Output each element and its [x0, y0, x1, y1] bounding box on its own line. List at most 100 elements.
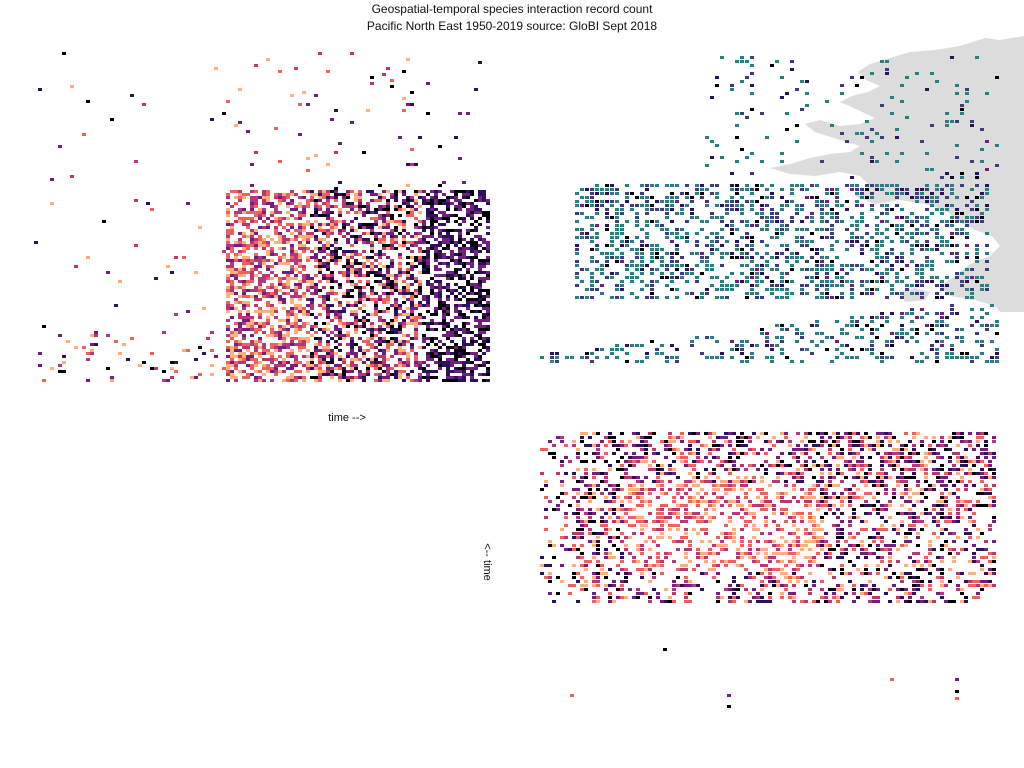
map-cell — [810, 248, 814, 251]
heatmap-cell — [482, 271, 486, 274]
map-cell — [850, 224, 854, 227]
heatmap-cell — [226, 307, 230, 310]
heatmap-cell — [334, 205, 338, 208]
heatmap-cell — [836, 484, 840, 487]
heatmap-cell — [258, 262, 262, 265]
heatmap-cell — [350, 310, 354, 313]
heatmap-cell — [828, 452, 832, 455]
heatmap-cell — [900, 472, 904, 475]
heatmap-cell — [290, 379, 294, 382]
heatmap-cell — [580, 432, 584, 435]
map-cell — [820, 204, 824, 207]
map-cell — [810, 352, 814, 355]
heatmap-cell — [462, 265, 466, 268]
map-cell — [665, 212, 669, 215]
heatmap-cell — [330, 352, 334, 355]
heatmap-cell — [366, 256, 370, 259]
map-cell — [550, 352, 554, 355]
heatmap-cell — [454, 343, 458, 346]
map-cell — [590, 296, 594, 299]
heatmap-cell — [398, 265, 402, 268]
heatmap-cell — [262, 373, 266, 376]
heatmap-cell — [318, 313, 322, 316]
map-cell — [705, 164, 709, 167]
map-cell — [715, 192, 719, 195]
map-cell — [670, 252, 674, 255]
heatmap-cell — [458, 379, 462, 382]
heatmap-cell — [426, 373, 430, 376]
heatmap-cell — [466, 331, 470, 334]
heatmap-cell — [390, 265, 394, 268]
heatmap-cell — [856, 476, 860, 479]
heatmap-cell — [848, 448, 852, 451]
heatmap-cell — [458, 157, 462, 160]
heatmap-cell — [880, 456, 884, 459]
heatmap-cell — [422, 250, 426, 253]
heatmap-cell — [776, 492, 780, 495]
map-cell — [605, 256, 609, 259]
map-cell — [975, 196, 979, 199]
map-cell — [820, 212, 824, 215]
map-cell — [650, 184, 654, 187]
map-cell — [935, 296, 939, 299]
heatmap-cell — [462, 205, 466, 208]
heatmap-cell — [318, 379, 322, 382]
map-cell — [710, 216, 714, 219]
heatmap-cell — [422, 220, 426, 223]
heatmap-cell — [234, 277, 238, 280]
heatmap-cell — [342, 337, 346, 340]
heatmap-cell — [194, 271, 198, 274]
map-cell — [715, 340, 719, 343]
heatmap-cell — [398, 343, 402, 346]
map-cell — [740, 60, 744, 63]
map-cell — [745, 188, 749, 191]
map-cell — [950, 260, 954, 263]
heatmap-cell — [676, 492, 680, 495]
map-cell — [885, 220, 889, 223]
heatmap-cell — [482, 265, 486, 268]
heatmap-cell — [462, 346, 466, 349]
heatmap-cell — [386, 232, 390, 235]
heatmap-cell — [278, 283, 282, 286]
map-cell — [720, 264, 724, 267]
heatmap-cell — [322, 247, 326, 250]
heatmap-cell — [936, 480, 940, 483]
heatmap-cell — [266, 295, 270, 298]
heatmap-cell — [250, 184, 254, 187]
map-cell — [930, 276, 934, 279]
heatmap-cell — [462, 313, 466, 316]
map-cell — [735, 348, 739, 351]
heatmap-cell — [322, 295, 326, 298]
heatmap-cell — [860, 480, 864, 483]
heatmap-cell — [262, 349, 266, 352]
heatmap-cell — [346, 355, 350, 358]
map-cell — [730, 220, 734, 223]
heatmap-cell — [338, 193, 342, 196]
map-cell — [910, 312, 914, 315]
heatmap-cell — [948, 460, 952, 463]
heatmap-cell — [370, 244, 374, 247]
map-cell — [885, 184, 889, 187]
heatmap-cell — [302, 214, 306, 217]
heatmap-cell — [234, 259, 238, 262]
heatmap-cell — [154, 367, 158, 370]
map-cell — [945, 224, 949, 227]
heatmap-cell — [616, 448, 620, 451]
heatmap-cell — [394, 352, 398, 355]
heatmap-cell — [788, 440, 792, 443]
heatmap-cell — [446, 196, 450, 199]
heatmap-cell — [426, 310, 430, 313]
map-cell — [785, 128, 789, 131]
heatmap-cell — [478, 337, 482, 340]
map-cell — [940, 316, 944, 319]
map-cell — [975, 204, 979, 207]
map-cell — [590, 352, 594, 355]
map-cell — [895, 204, 899, 207]
heatmap-cell — [106, 271, 110, 274]
heatmap-cell — [390, 220, 394, 223]
heatmap-cell — [314, 205, 318, 208]
heatmap-cell — [354, 358, 358, 361]
heatmap-cell — [270, 367, 274, 370]
heatmap-cell — [246, 211, 250, 214]
heatmap-cell — [266, 322, 270, 325]
